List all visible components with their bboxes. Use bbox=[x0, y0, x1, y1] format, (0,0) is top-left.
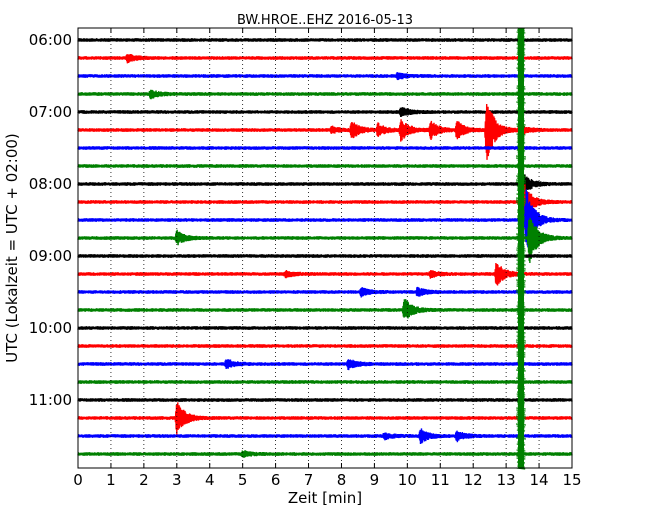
x-tick-label: 8 bbox=[337, 471, 347, 489]
chart-title: BW.HROE..EHZ 2016-05-13 bbox=[237, 13, 413, 28]
trace-1130 bbox=[77, 428, 573, 444]
y-tick-label: 07:00 bbox=[29, 103, 72, 121]
x-tick-label: 0 bbox=[73, 471, 83, 489]
x-tick-label: 7 bbox=[304, 471, 314, 489]
trace-1030 bbox=[77, 359, 573, 371]
x-axis-label: Zeit [min] bbox=[288, 489, 362, 507]
x-tick-label: 2 bbox=[139, 471, 149, 489]
x-tick-label: 12 bbox=[464, 471, 483, 489]
x-tick-label: 1 bbox=[106, 471, 116, 489]
trace-0800 bbox=[77, 172, 573, 196]
y-axis-ticks: 06:00 07:00 08:00 09:00 10:00 11:00 bbox=[29, 31, 572, 409]
x-tick-label: 15 bbox=[562, 471, 581, 489]
x-tick-label: 3 bbox=[172, 471, 182, 489]
trace-0630 bbox=[77, 72, 573, 81]
trace-0845 bbox=[77, 218, 573, 264]
x-tick-label: 14 bbox=[530, 471, 549, 489]
y-tick-label: 11:00 bbox=[29, 391, 72, 409]
x-axis-ticks: 0 1 2 3 4 5 6 7 8 9 10 11 12 13 14 15 bbox=[73, 28, 582, 489]
x-tick-label: 6 bbox=[271, 471, 281, 489]
trace-0945 bbox=[77, 299, 573, 319]
trace-1015 bbox=[77, 344, 573, 348]
grid-lines bbox=[110, 28, 540, 468]
plot-frame bbox=[77, 27, 573, 469]
x-tick-label: 11 bbox=[431, 471, 450, 489]
trace-0915 bbox=[77, 262, 573, 286]
trace-1100 bbox=[77, 398, 573, 402]
trace-0600 bbox=[77, 38, 573, 42]
trace-1115 bbox=[77, 402, 573, 435]
y-tick-label: 06:00 bbox=[29, 31, 72, 49]
trace-0930 bbox=[77, 286, 573, 298]
trace-1145 bbox=[77, 450, 573, 458]
trace-0715 bbox=[77, 103, 573, 160]
trace-0900 bbox=[77, 254, 573, 258]
x-tick-label: 13 bbox=[497, 471, 516, 489]
trace-0730 bbox=[77, 146, 573, 150]
y-tick-label: 10:00 bbox=[29, 319, 72, 337]
y-tick-label: 09:00 bbox=[29, 247, 72, 265]
trace-0645 bbox=[77, 89, 573, 100]
trace-0745 bbox=[77, 164, 573, 168]
x-tick-label: 4 bbox=[205, 471, 215, 489]
trace-0815 bbox=[77, 184, 573, 226]
y-axis-label: UTC (Lokalzeit = UTC + 02:00) bbox=[3, 133, 21, 363]
trace-0615 bbox=[77, 54, 573, 64]
trace-1000 bbox=[77, 326, 573, 330]
x-tick-label: 5 bbox=[238, 471, 248, 489]
trace-0830 bbox=[77, 189, 573, 248]
trace-group bbox=[77, 27, 573, 470]
y-tick-label: 08:00 bbox=[29, 175, 72, 193]
x-tick-label: 10 bbox=[398, 471, 417, 489]
trace-1045 bbox=[77, 380, 573, 384]
x-tick-label: 9 bbox=[370, 471, 380, 489]
